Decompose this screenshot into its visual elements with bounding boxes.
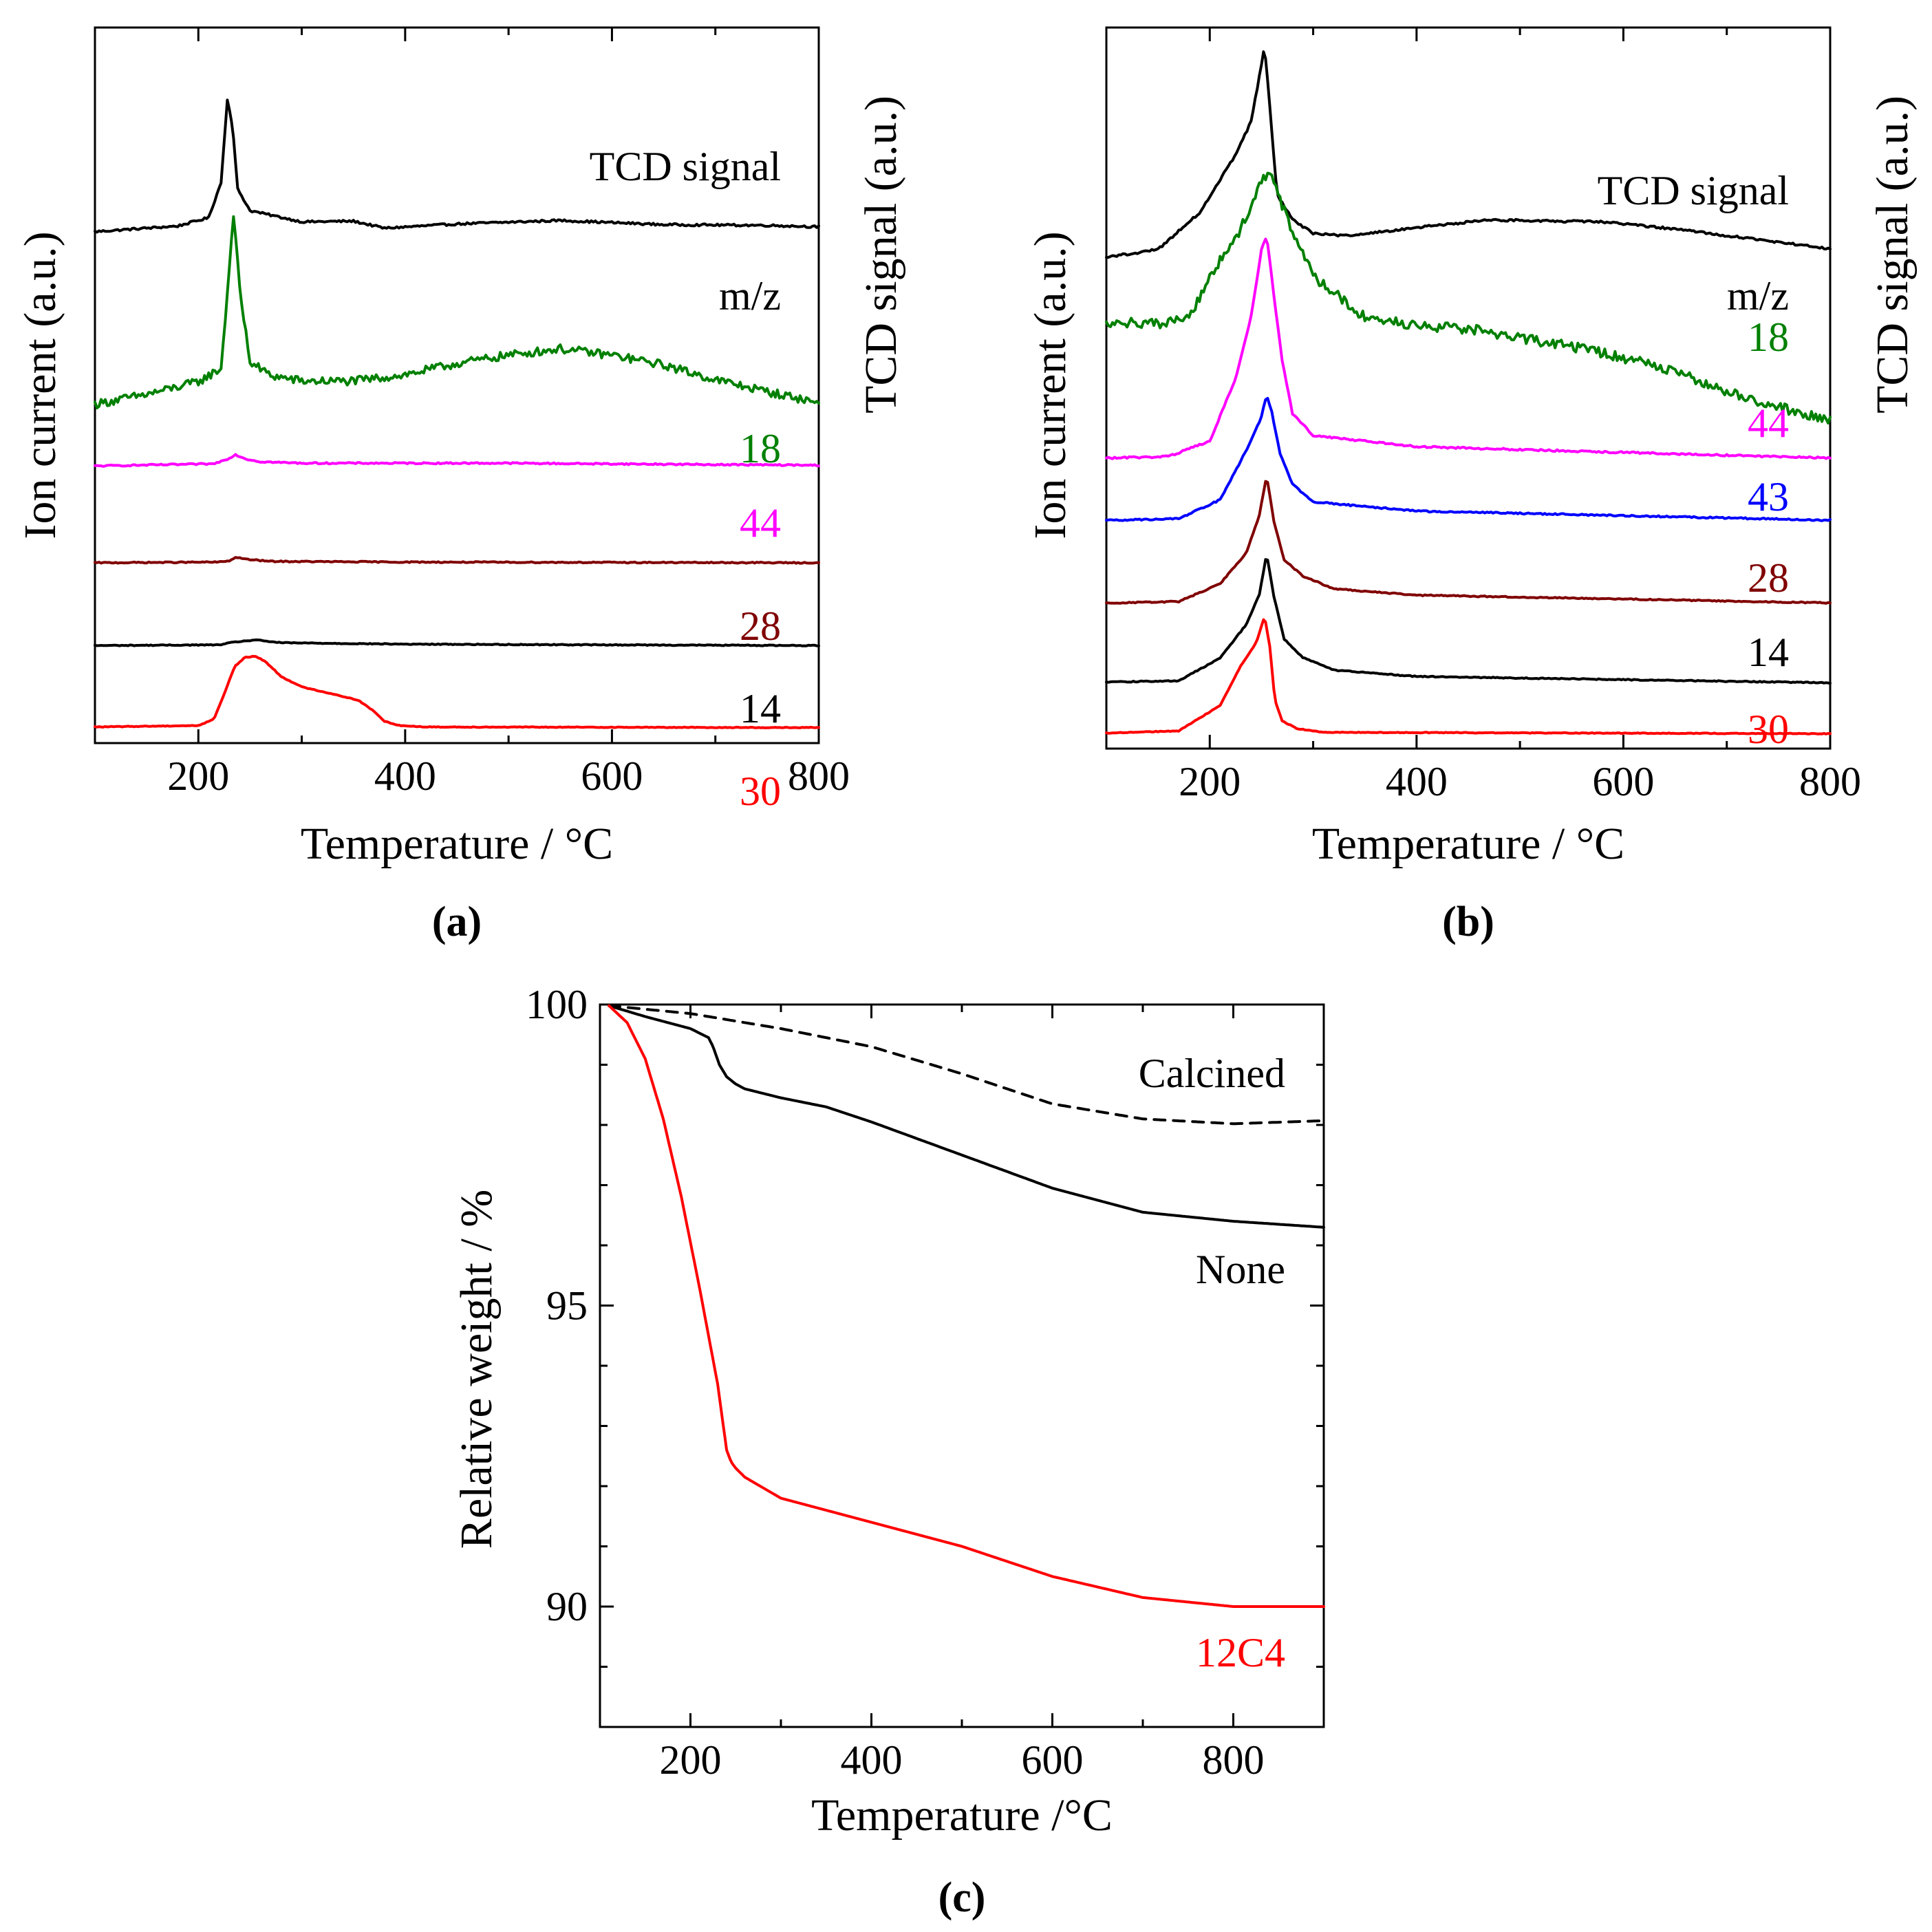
trace-44 xyxy=(1105,237,1832,460)
trace-44 xyxy=(94,453,820,468)
trace-18 xyxy=(94,215,820,409)
x-tick-label: 800 xyxy=(1203,1737,1265,1783)
trace-30 xyxy=(94,654,820,729)
panel-b-y-axis-title-right: TCD signal (a.u.) xyxy=(1867,96,1918,414)
series-label-14: 14 xyxy=(1748,630,1789,675)
panel-a-frame xyxy=(94,26,820,744)
x-tick-label: 200 xyxy=(167,753,229,799)
series-label-18: 18 xyxy=(1748,314,1789,360)
series-label-43: 43 xyxy=(1748,474,1789,519)
series-label-28: 28 xyxy=(1748,555,1789,601)
panel-c-traces xyxy=(608,1004,1325,1608)
series-label-28: 28 xyxy=(740,603,781,649)
panel-c-ticks: 200 400 600 800 90 95 100 xyxy=(526,982,1324,1783)
trace-18 xyxy=(1105,171,1832,425)
panel-c-x-axis-title: Temperature /°C xyxy=(811,1790,1113,1840)
x-tick-label: 800 xyxy=(788,753,850,799)
series-label-none: None xyxy=(1196,1247,1285,1292)
series-label-30: 30 xyxy=(740,769,781,814)
x-tick-label: 400 xyxy=(1386,759,1448,804)
panel-a-label: (a) xyxy=(432,899,482,945)
series-label-tcd-signal: TCD signal xyxy=(590,144,781,189)
series-label-44: 44 xyxy=(1748,400,1789,446)
x-tick-label: 200 xyxy=(1179,759,1241,804)
trace-28 xyxy=(94,556,820,565)
panel-b-y-axis-title-left: Ion current (a.u.) xyxy=(1025,231,1075,539)
panel-c-y-axis-title: Relative weight / % xyxy=(451,1190,502,1549)
trace-30 xyxy=(1105,618,1832,736)
x-tick-label: 600 xyxy=(581,753,643,799)
x-tick-label: 600 xyxy=(1022,1737,1084,1783)
panel-c-series-labels: Calcined None 12C4 xyxy=(1139,1051,1285,1675)
series-label-18: 18 xyxy=(740,426,781,471)
panel-a-y-axis-title-right: TCD signal (a.u.) xyxy=(856,96,906,414)
series-label-calcined: Calcined xyxy=(1139,1051,1285,1096)
series-label-30: 30 xyxy=(1748,707,1789,752)
series-label-12c4: 12C4 xyxy=(1196,1630,1285,1675)
panel-b-frame xyxy=(1105,26,1832,750)
panel-b-mz-label: m/z xyxy=(1727,273,1789,319)
panel-a-ticks: 200 400 600 800 xyxy=(94,28,850,799)
x-tick-label: 600 xyxy=(1592,759,1654,804)
panel-c: 200 400 600 800 90 95 100 Calcined None 12C4 Tem… xyxy=(451,982,1325,1921)
y-tick-label: 100 xyxy=(526,982,588,1027)
panel-b-series-labels: TCD signal 18 44 43 28 14 30 xyxy=(1598,168,1789,752)
panel-a-traces xyxy=(94,98,820,729)
trace-14 xyxy=(94,638,820,647)
panel-a-mz-label: m/z xyxy=(719,273,781,319)
panel-c-label: (c) xyxy=(938,1874,986,1921)
panel-a-series-labels: TCD signal 18 44 28 14 30 xyxy=(590,144,781,814)
y-tick-label: 95 xyxy=(546,1283,588,1329)
y-tick-label: 90 xyxy=(546,1584,588,1629)
trace-tcd-signal xyxy=(1105,50,1832,259)
trace-none xyxy=(608,1004,1325,1229)
panel-b-ticks: 200 400 600 800 xyxy=(1105,28,1861,804)
series-label-44: 44 xyxy=(740,500,781,546)
panel-a-y-axis-title-left: Ion current (a.u.) xyxy=(15,231,65,539)
trace-calcined xyxy=(608,1004,1325,1126)
x-tick-label: 400 xyxy=(841,1737,903,1783)
panel-a: 200 400 600 800 TCD signal 18 44 28 14 30 m/z Te… xyxy=(15,26,906,945)
panel-b-x-axis-title: Temperature / °C xyxy=(1312,819,1624,869)
panel-b-label: (b) xyxy=(1442,899,1494,945)
trace-43 xyxy=(1105,396,1832,522)
x-tick-label: 800 xyxy=(1799,759,1861,804)
series-label-tcd-signal: TCD signal xyxy=(1598,168,1789,213)
trace-tcd-signal xyxy=(94,98,820,234)
x-tick-label: 200 xyxy=(660,1737,722,1783)
panel-a-x-axis-title: Temperature / °C xyxy=(301,819,613,869)
panel-b-traces xyxy=(1105,50,1832,736)
trace-14 xyxy=(1105,558,1832,685)
trace-28 xyxy=(1105,480,1832,605)
trace-12c4 xyxy=(608,1004,1325,1608)
x-tick-label: 400 xyxy=(374,753,436,799)
series-label-14: 14 xyxy=(740,686,781,731)
